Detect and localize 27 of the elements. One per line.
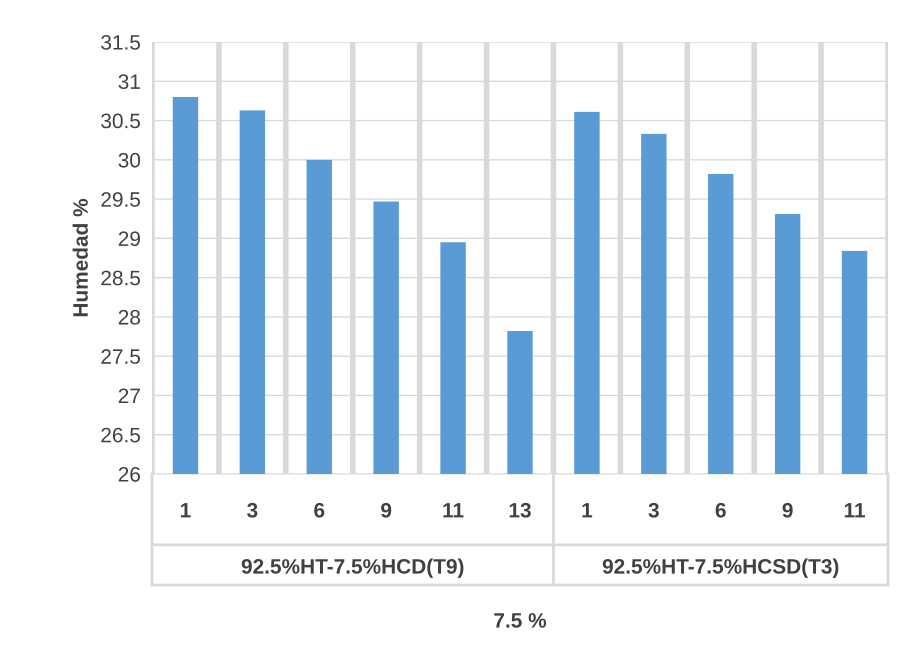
y-tick-label: 27.5 — [101, 349, 140, 364]
y-tick-label: 28 — [118, 310, 140, 325]
x-tick-label: 11 — [844, 503, 865, 518]
y-tick-label: 26 — [118, 467, 140, 482]
text: 92.5%HT-7.5%HCSD(T3) — [602, 558, 838, 578]
x-tick-label: 3 — [247, 502, 258, 518]
y-tick-label: 29.5 — [101, 192, 140, 207]
x-tick-label: 6 — [716, 502, 726, 518]
x-tick-label: 3 — [648, 502, 659, 518]
y-axis-title: Humedad % — [72, 198, 88, 316]
x-tick-label: 11 — [443, 503, 464, 518]
y-tick-label: 27 — [118, 388, 140, 404]
y-tick-label: 30 — [118, 152, 140, 168]
y-tick-label: 26.5 — [101, 428, 140, 442]
x-tick-label: 6 — [314, 502, 324, 518]
y-tick-label: 31 — [118, 74, 140, 90]
x-axis-title: 7.5 % — [494, 613, 546, 628]
y-tick-label: 30.5 — [101, 114, 140, 128]
x-tick-label: 9 — [782, 502, 793, 518]
y-tick-label: 28.5 — [101, 270, 140, 286]
y-tick-label: 31.5 — [101, 35, 140, 50]
x-tick-label: 9 — [381, 502, 392, 518]
x-tick-label: 1 — [582, 503, 592, 518]
text: 92.5%HT-7.5%HCD(T9) — [242, 558, 464, 578]
x-tick-label: 1 — [180, 503, 191, 518]
x-tick-label: 13 — [510, 502, 531, 518]
y-tick-label: 29 — [118, 231, 140, 246]
